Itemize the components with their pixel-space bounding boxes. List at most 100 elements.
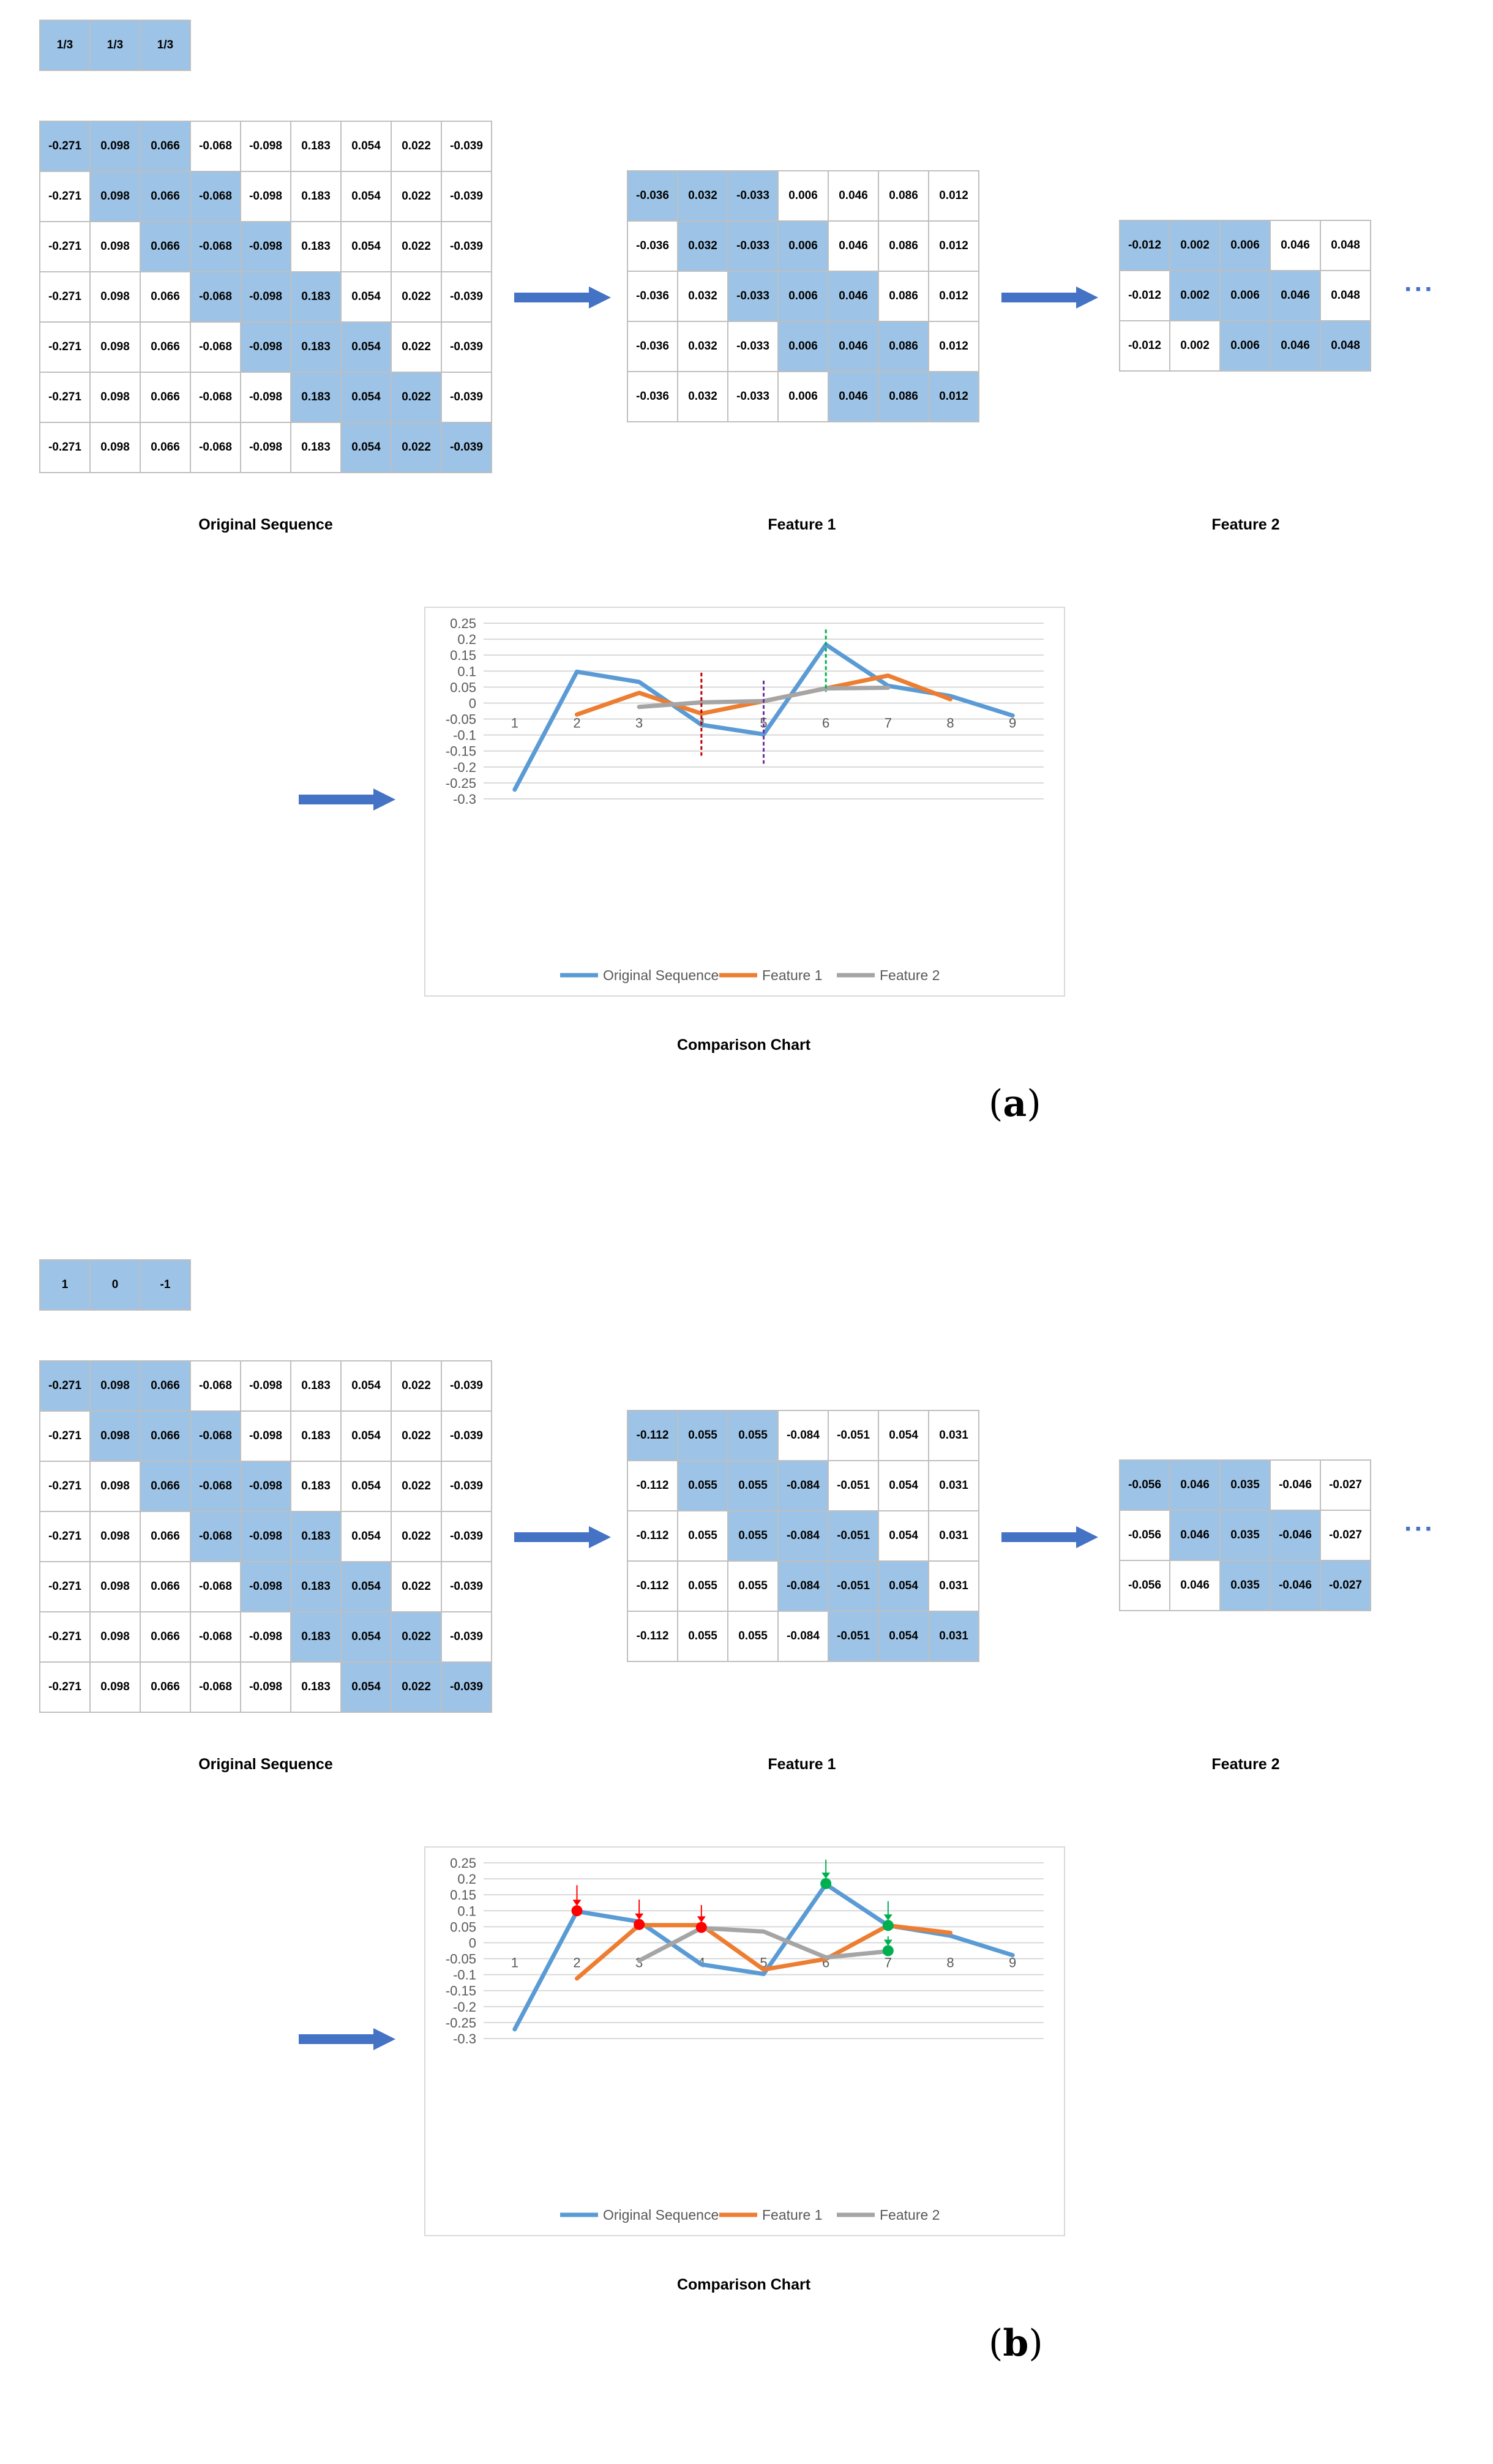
grid-cell: 0.098: [89, 1511, 141, 1562]
grid-cell: -0.271: [39, 422, 91, 473]
grid-cell: 0.086: [878, 220, 929, 272]
original-sequence-grid: -0.271 0.098 0.066 -0.068 -0.098 0.183 0.054 0.…: [39, 121, 492, 473]
grid-cell: -0.098: [240, 372, 291, 423]
y-tick-label: 0.1: [457, 1903, 476, 1919]
grid-cell: 0.022: [391, 1611, 442, 1663]
grid-cell: 0.055: [727, 1410, 779, 1461]
panel-label: (a): [989, 1082, 1041, 1125]
x-tick-label: 2: [573, 715, 580, 730]
grid-row: -0.271 0.098 0.066 -0.068 -0.098 0.183 0.054 0.…: [39, 171, 492, 222]
y-tick-label: -0.2: [453, 760, 476, 775]
grid-cell: 0.066: [140, 1461, 191, 1512]
x-tick-label: 8: [946, 715, 954, 730]
grid-cell: 0.098: [89, 271, 141, 323]
grid-cell: 0.066: [140, 1511, 191, 1562]
kernel-cell: -1: [140, 1259, 191, 1311]
grid-cell: -0.271: [39, 1611, 91, 1663]
grid-cell: 0.022: [391, 221, 442, 272]
marker-dot: [571, 1905, 583, 1917]
grid-row: -0.271 0.098 0.066 -0.068 -0.098 0.183 0.054 0.…: [39, 372, 492, 423]
grid-cell: -0.046: [1270, 1510, 1321, 1561]
grid-row: -0.271 0.098 0.066 -0.068 -0.098 0.183 0.054 0.…: [39, 1360, 492, 1412]
grid-cell: 0.183: [290, 422, 342, 473]
grid-cell: 0.183: [290, 1511, 342, 1562]
grid-cell: 0.098: [89, 171, 141, 222]
grid-row: -0.271 0.098 0.066 -0.068 -0.098 0.183 0.054 0.…: [39, 321, 492, 373]
grid-cell: 0.035: [1219, 1459, 1271, 1511]
feature-2-caption: Feature 2: [1211, 1756, 1280, 1773]
grid-row: -0.056 0.046 0.035 -0.046 -0.027: [1119, 1510, 1371, 1561]
grid-cell: 0.046: [828, 220, 879, 272]
grid-cell: -0.051: [828, 1460, 879, 1511]
kernel-cell: 1/3: [39, 20, 91, 71]
feature-1-grid: -0.036 0.032 -0.033 0.006 0.046 0.086 0.012 -0.…: [627, 170, 979, 422]
grid-cell: -0.027: [1320, 1510, 1371, 1561]
grid-cell: -0.046: [1270, 1560, 1321, 1611]
grid-row: -0.112 0.055 0.055 -0.084 -0.051 0.054 0.031: [627, 1611, 979, 1662]
arrow-right-icon: [1001, 286, 1098, 309]
grid-cell: 0.054: [340, 171, 392, 222]
grid-cell: 0.046: [828, 321, 879, 372]
grid-cell: 0.054: [878, 1611, 929, 1662]
grid-cell: 0.055: [677, 1460, 728, 1511]
grid-cell: 0.022: [391, 1511, 442, 1562]
x-tick-label: 9: [1009, 715, 1016, 730]
grid-cell: 0.022: [391, 372, 442, 423]
grid-cell: 0.086: [878, 271, 929, 322]
grid-cell: 0.022: [391, 422, 442, 473]
grid-cell: -0.068: [190, 422, 241, 473]
grid-cell: -0.084: [777, 1460, 829, 1511]
legend-label: Feature 2: [880, 2207, 940, 2223]
y-tick-label: -0.15: [446, 1983, 476, 1999]
grid-cell: -0.039: [441, 1461, 492, 1512]
grid-cell: 0.183: [290, 1561, 342, 1612]
grid-cell: 0.022: [391, 1561, 442, 1612]
grid-cell: 0.046: [1270, 320, 1321, 372]
grid-cell: -0.112: [627, 1611, 678, 1662]
grid-cell: -0.271: [39, 1661, 91, 1713]
grid-cell: 0.046: [1270, 270, 1321, 321]
marker-arrowhead-icon: [697, 1916, 706, 1923]
grid-cell: 0.006: [777, 321, 829, 372]
kernel-cell: 1/3: [140, 20, 191, 71]
grid-cell: -0.112: [627, 1560, 678, 1612]
grid-cell: -0.012: [1119, 220, 1170, 271]
series-line: [637, 685, 891, 710]
grid-cell: -0.068: [190, 1360, 241, 1412]
grid-cell: -0.056: [1119, 1459, 1170, 1511]
marker-arrowhead-icon: [883, 1939, 892, 1946]
grid-row: -0.112 0.055 0.055 -0.084 -0.051 0.054 0.031: [627, 1510, 979, 1562]
grid-cell: 0.012: [928, 321, 979, 372]
grid-cell: -0.033: [727, 371, 779, 422]
grid-cell: 0.002: [1169, 270, 1221, 321]
grid-cell: -0.027: [1320, 1560, 1371, 1611]
panel-a: 1/3 1/3 1/3 -0.271 0.098 0.066 -0.068 -0.098…: [0, 0, 1493, 1224]
grid-cell: -0.098: [240, 171, 291, 222]
grid-cell: 0.054: [340, 1561, 392, 1612]
y-tick-label: -0.15: [446, 744, 476, 759]
arrow-right-icon: [514, 286, 611, 309]
grid-cell: 0.046: [828, 371, 879, 422]
grid-cell: -0.084: [777, 1510, 829, 1562]
grid-cell: -0.271: [39, 271, 91, 323]
grid-cell: 0.098: [89, 1561, 141, 1612]
grid-cell: 0.006: [1219, 220, 1271, 271]
grid-cell: 0.046: [828, 170, 879, 222]
grid-row: -0.012 0.002 0.006 0.046 0.048: [1119, 220, 1371, 271]
grid-cell: 0.022: [391, 1360, 442, 1412]
grid-row: -0.036 0.032 -0.033 0.006 0.046 0.086 0.012: [627, 321, 979, 372]
grid-cell: -0.036: [627, 371, 678, 422]
y-tick-label: -0.25: [446, 776, 476, 791]
marker-dot: [882, 1920, 894, 1931]
grid-cell: 0.054: [340, 1611, 392, 1663]
grid-cell: 0.066: [140, 271, 191, 323]
ellipsis: ···: [1404, 274, 1435, 304]
grid-cell: -0.271: [39, 372, 91, 423]
y-tick-label: 0.05: [450, 1919, 476, 1934]
grid-cell: 0.066: [140, 422, 191, 473]
grid-row: -0.271 0.098 0.066 -0.068 -0.098 0.183 0.054 0.…: [39, 1611, 492, 1663]
grid-cell: 0.022: [391, 1461, 442, 1512]
grid-row: -0.112 0.055 0.055 -0.084 -0.051 0.054 0.031: [627, 1460, 979, 1511]
grid-cell: -0.098: [240, 1611, 291, 1663]
grid-cell: 0.054: [340, 1661, 392, 1713]
